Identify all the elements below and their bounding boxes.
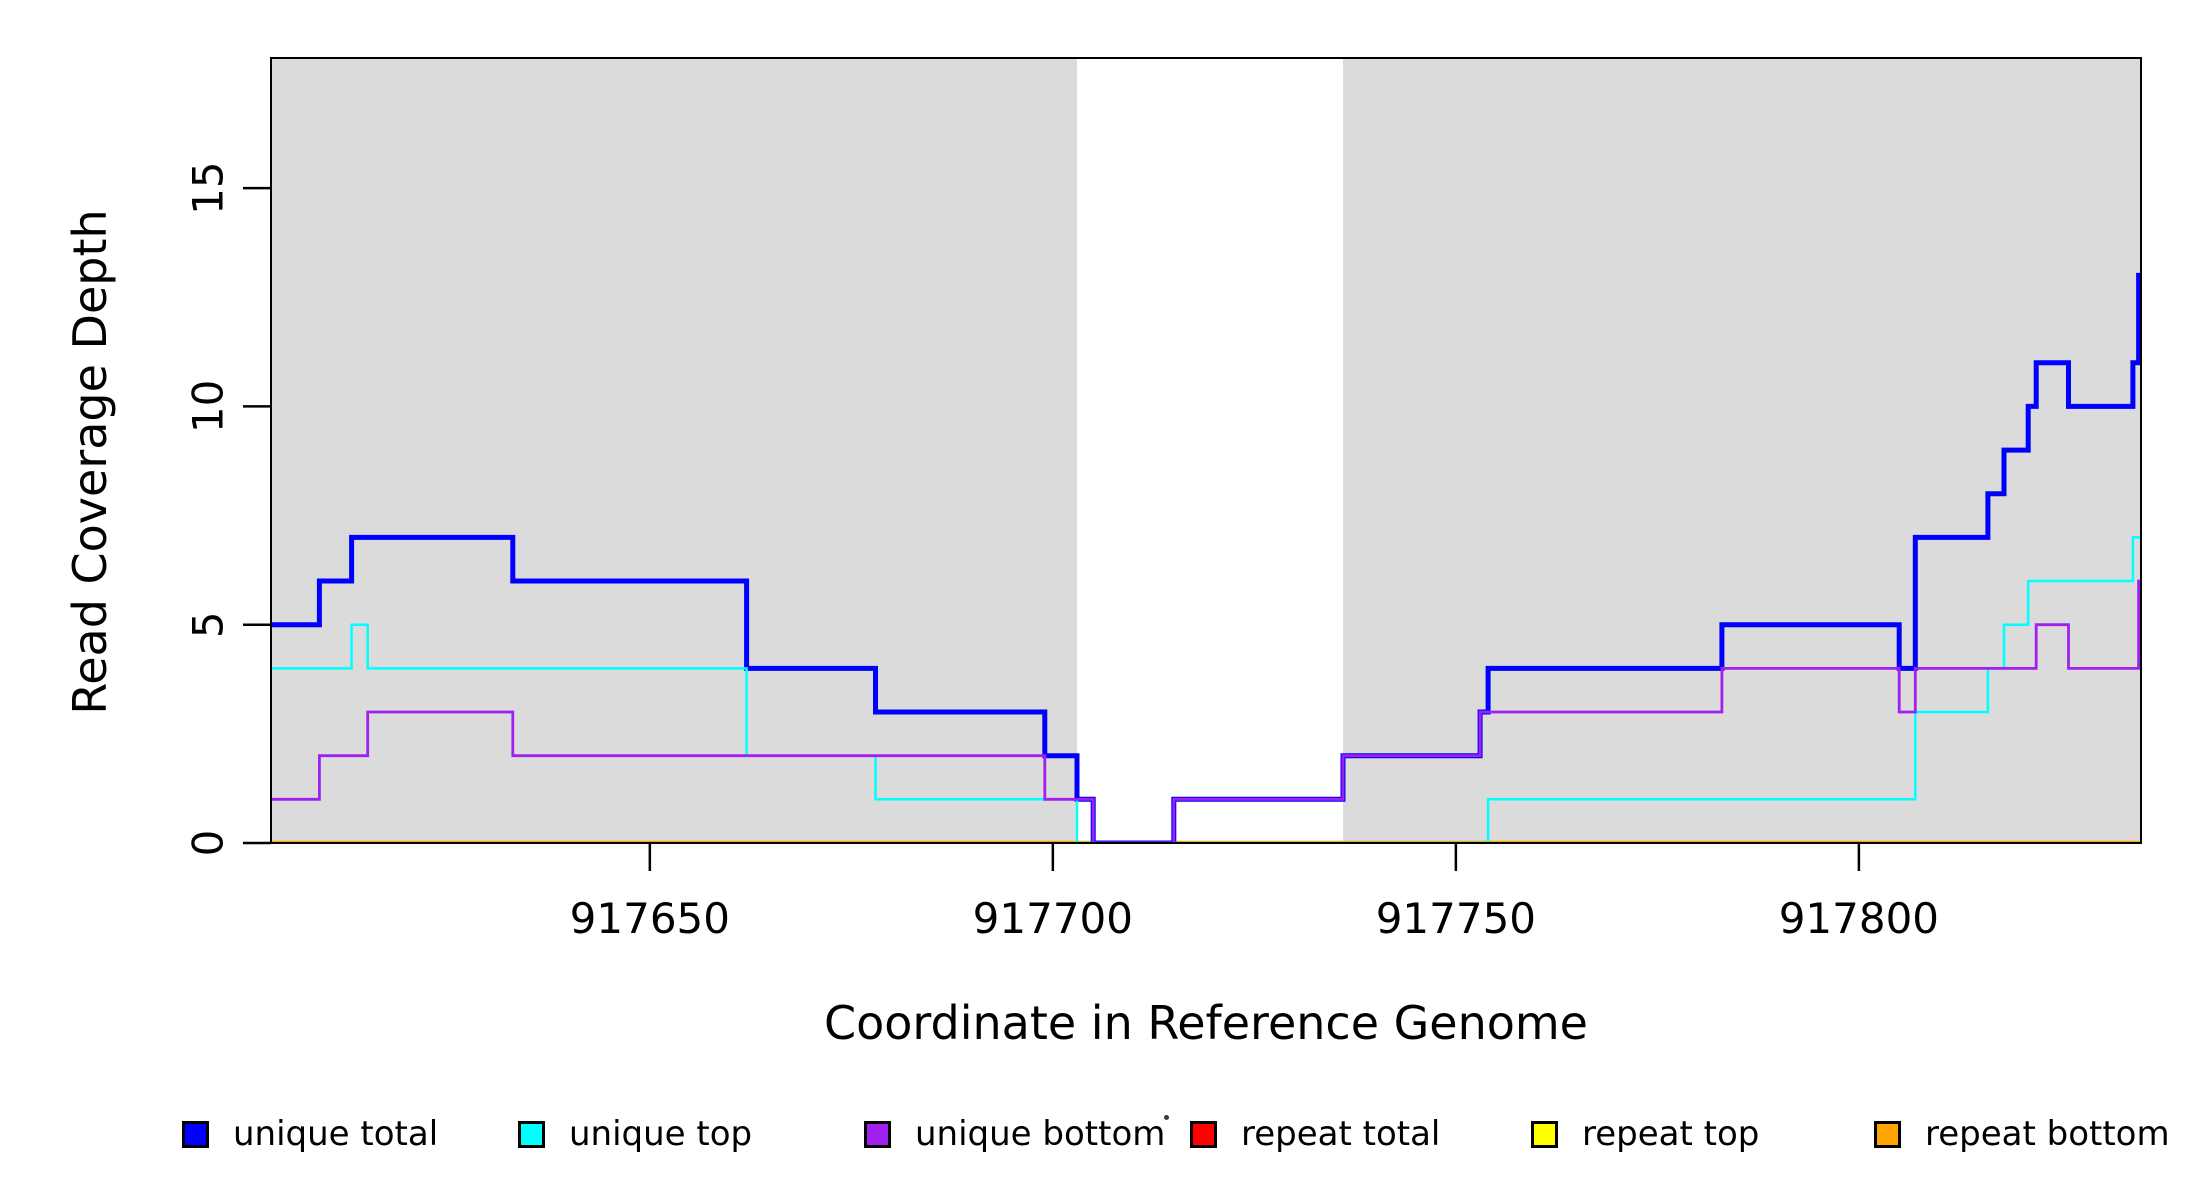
plot-frame <box>270 57 2142 844</box>
legend-item-unique-bottom: unique bottom <box>864 1114 1166 1154</box>
series-line-unique-top <box>271 536 2141 843</box>
legend-item-repeat-bottom: repeat bottom <box>1874 1114 2170 1154</box>
legend-swatch-unique-bottom <box>864 1120 891 1148</box>
stray-dot-artifact <box>1164 1115 1169 1120</box>
legend-swatch-repeat-top <box>1531 1120 1558 1148</box>
y-tick-label: 15 <box>184 161 233 214</box>
x-tick-label: 917650 <box>570 894 730 943</box>
x-tick-label: 917800 <box>1779 894 1939 943</box>
legend-item-repeat-top: repeat top <box>1531 1114 1760 1154</box>
y-tick-label: 0 <box>184 830 233 857</box>
legend-label-unique-bottom: unique bottom <box>915 1114 1166 1154</box>
legend-item-unique-total: unique total <box>182 1114 439 1154</box>
legend-label-unique-top: unique top <box>569 1114 753 1154</box>
legend-label-unique-total: unique total <box>233 1114 439 1154</box>
x-axis-title: Coordinate in Reference Genome <box>824 996 1588 1050</box>
y-axis-title: Read Coverage Depth <box>63 209 117 715</box>
x-tick-label: 917750 <box>1376 894 1536 943</box>
legend-swatch-repeat-total <box>1190 1120 1217 1148</box>
legend-item-unique-top: unique top <box>518 1114 753 1154</box>
repeat-region-shading <box>271 58 1078 843</box>
x-tick-label: 917700 <box>973 894 1133 943</box>
legend-label-repeat-total: repeat total <box>1241 1114 1441 1154</box>
y-tick-label: 5 <box>184 611 233 638</box>
legend-label-repeat-top: repeat top <box>1582 1114 1760 1154</box>
y-tick-label: 10 <box>184 380 233 433</box>
legend-swatch-unique-top <box>518 1120 545 1148</box>
series-line-unique-bottom <box>271 579 2141 843</box>
legend-swatch-repeat-bottom <box>1874 1120 1901 1148</box>
legend-label-repeat-bottom: repeat bottom <box>1925 1114 2170 1154</box>
legend-swatch-unique-total <box>182 1120 209 1148</box>
legend-item-repeat-total: repeat total <box>1190 1114 1441 1154</box>
